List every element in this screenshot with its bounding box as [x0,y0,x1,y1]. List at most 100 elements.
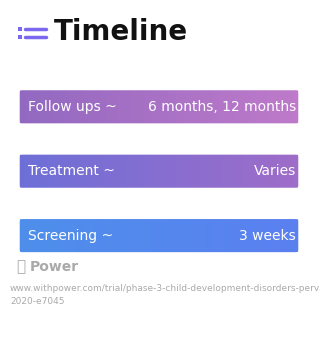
Bar [227,80,228,133]
Bar [120,209,122,262]
Bar [192,145,193,197]
Bar [233,209,234,262]
Bar [199,145,200,197]
Bar [265,209,267,262]
Bar [254,209,256,262]
Bar [29,80,30,133]
Bar [302,80,304,133]
Bar [220,209,222,262]
Bar [307,209,308,262]
Bar [77,209,79,262]
Bar [143,145,145,197]
Bar [179,145,180,197]
Bar [304,209,306,262]
Bar [106,209,108,262]
Bar [127,80,129,133]
Bar [120,145,122,197]
Bar [263,145,265,197]
Bar [170,80,172,133]
Bar [111,80,113,133]
Bar [169,209,171,262]
Bar [67,145,68,197]
Bar [306,145,308,197]
Bar [101,145,103,197]
Bar [82,145,83,197]
Bar [12,145,13,197]
Bar [208,209,209,262]
Bar [100,209,102,262]
Bar [124,80,126,133]
Bar [65,80,66,133]
Bar [212,80,213,133]
Bar [22,145,23,197]
Bar [237,209,239,262]
Bar [225,145,226,197]
Bar [142,209,144,262]
Bar [137,145,139,197]
Bar [240,209,242,262]
Bar [198,145,199,197]
Bar [137,209,139,262]
Text: Power: Power [30,260,79,274]
Bar [183,145,184,197]
Bar [218,145,219,197]
Bar [267,80,269,133]
Bar [297,145,299,197]
Bar [58,80,59,133]
Bar [21,209,22,262]
Bar [130,145,132,197]
Bar [73,145,74,197]
Bar [228,145,230,197]
Bar [256,80,258,133]
Bar [246,145,248,197]
Bar [109,145,111,197]
Bar [267,145,269,197]
Bar [81,80,82,133]
Bar [75,80,76,133]
Bar [262,145,264,197]
Bar [119,80,121,133]
Bar [198,80,199,133]
Bar [250,80,252,133]
Bar [228,80,229,133]
Bar [295,145,297,197]
Bar [302,145,304,197]
Bar [154,209,156,262]
Bar [292,209,294,262]
Bar [179,80,180,133]
Bar [84,145,85,197]
Bar [289,80,291,133]
Bar [99,80,100,133]
Bar [292,80,294,133]
Bar [218,209,219,262]
Bar [266,145,268,197]
Bar [202,209,203,262]
Bar [285,80,287,133]
Bar [31,209,32,262]
Bar [165,80,166,133]
Bar [93,80,95,133]
Bar [298,145,300,197]
Bar [85,209,87,262]
Bar [181,145,182,197]
Bar [40,209,41,262]
Bar [61,80,62,133]
Bar [136,145,138,197]
Bar [275,145,277,197]
Bar [291,209,292,262]
Bar [202,145,203,197]
Bar [195,80,196,133]
Bar [245,209,247,262]
Bar [252,145,253,197]
Bar [135,80,137,133]
Bar [162,145,164,197]
Bar [116,80,118,133]
Bar [128,209,130,262]
Bar [57,145,58,197]
Bar [66,80,67,133]
Bar [100,209,101,262]
Bar [140,145,142,197]
Bar [171,80,172,133]
Bar [33,209,34,262]
Bar [131,80,133,133]
